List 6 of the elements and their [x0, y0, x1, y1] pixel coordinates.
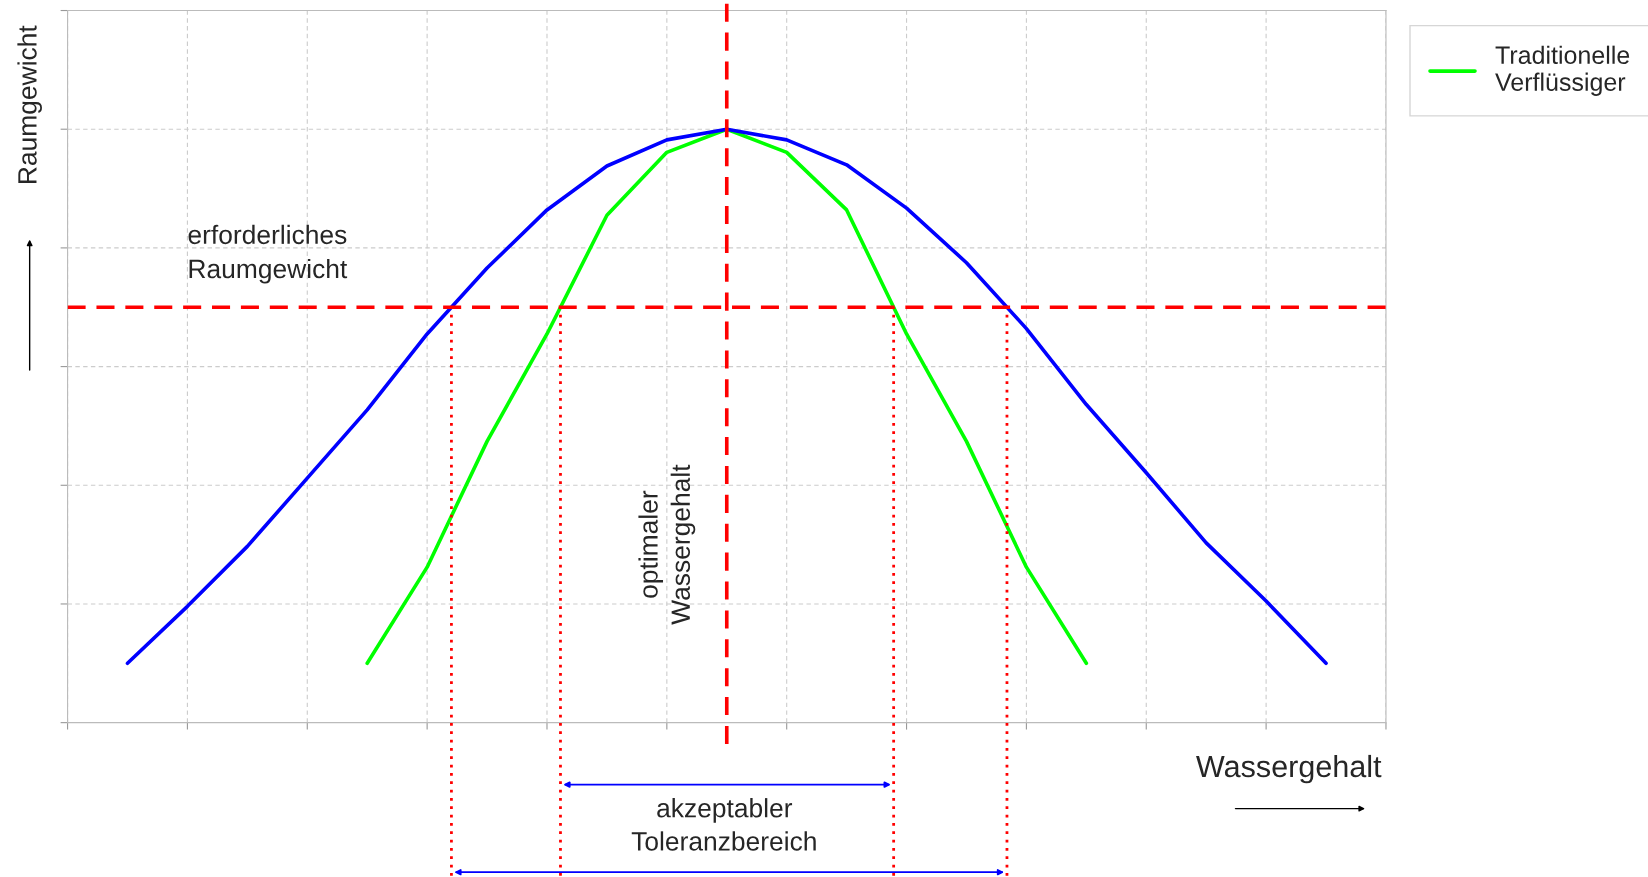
- text: akzeptabler Toleranzbereich: [631, 798, 816, 851]
- y-axis-title: Raumgewicht: [17, 25, 42, 183]
- legend-label: Traditionelle Verflüssiger: [1495, 45, 1630, 96]
- x-axis-title: Wassergehalt: [1196, 754, 1382, 784]
- annotation: optimaler Wassergehalt: [638, 464, 696, 625]
- ref-line-label: erforderliches Raumgewicht: [188, 224, 348, 284]
